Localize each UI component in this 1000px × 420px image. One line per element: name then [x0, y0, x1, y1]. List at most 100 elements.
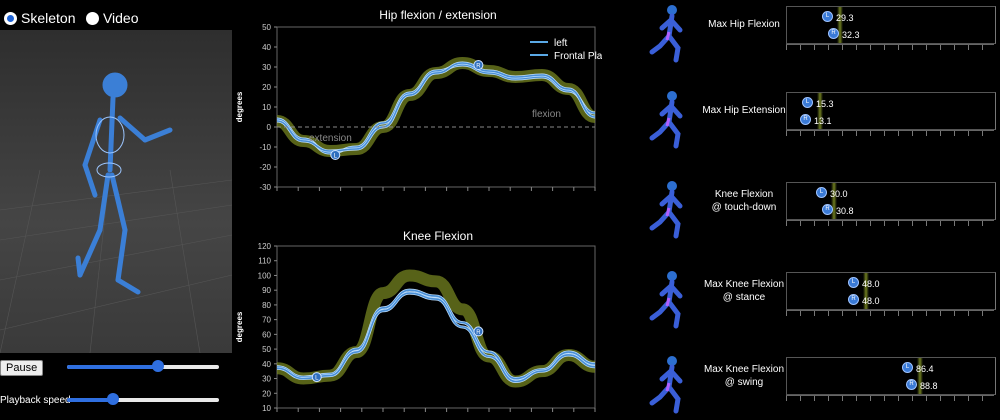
speed-slider-knob[interactable] — [106, 393, 119, 405]
y-tick-label: 120 — [258, 242, 272, 251]
knee-chart: 120 110 100 90 80 70 60 50 40 30 20 10 degrees L R — [235, 242, 596, 413]
metric-axis — [786, 395, 994, 401]
speed-slider-fill — [67, 398, 113, 402]
runner-thumbnail — [648, 353, 688, 415]
y-tick-label: 10 — [262, 103, 271, 112]
skeleton-viewport[interactable] — [0, 30, 233, 354]
metric-normal-band — [831, 183, 837, 219]
metric-left-value: L 30.0 — [816, 184, 848, 202]
metric-value: 30.8 — [836, 206, 854, 216]
metric-range-box — [786, 357, 996, 395]
marker-l-label: L — [315, 376, 319, 382]
y-tick-label: -10 — [259, 143, 271, 152]
right-badge-icon: R — [906, 379, 917, 391]
runner-thumbnail — [648, 88, 688, 150]
video-radio[interactable]: Video — [85, 10, 139, 26]
skeleton-figure-icon — [0, 72, 233, 354]
metric-left-value: L 86.4 — [902, 359, 934, 377]
metric-label-line2: @ touch-down — [711, 202, 777, 213]
runner-thumbnail — [648, 268, 688, 330]
hip-chart-title: Hip flexion / extension — [379, 8, 497, 22]
metric-normal-band — [917, 358, 923, 394]
radio-selected-icon — [4, 11, 17, 25]
metric-label: Max Knee Flexion @ stance — [689, 278, 799, 304]
legend-frontal-plane: Frontal Plane — [554, 51, 602, 62]
y-tick-label: 20 — [262, 389, 271, 398]
metric-value: 48.0 — [862, 296, 880, 306]
metric-label: Max Knee Flexion @ swing — [689, 363, 799, 389]
skeleton-radio[interactable]: Skeleton — [4, 10, 75, 26]
metric-value: 29.3 — [836, 13, 854, 23]
y-tick-label: -20 — [259, 163, 271, 172]
metric-normal-band — [863, 273, 869, 309]
y-tick-label: 90 — [262, 286, 271, 295]
left-badge-icon: L — [816, 187, 827, 199]
right-badge-icon: R — [822, 204, 833, 216]
marker-l — [311, 372, 322, 383]
left-badge-icon: L — [848, 277, 859, 289]
metric-value: 30.0 — [830, 189, 848, 199]
metric-right-value: R 32.3 — [828, 25, 860, 43]
metric-value: 15.3 — [816, 99, 834, 109]
view-mode-group: Skeleton Video — [4, 10, 139, 30]
metric-axis — [786, 130, 994, 136]
runner-thumbnail — [648, 2, 688, 64]
metric-range-box — [786, 6, 996, 44]
metric-axis — [786, 44, 994, 50]
metric-left-value: L 48.0 — [848, 274, 880, 292]
y-tick-label: 110 — [258, 257, 271, 266]
metric-label-line2: @ stance — [722, 292, 766, 303]
metric-label-line1: Knee Flexion — [714, 189, 774, 200]
metric-axis — [786, 220, 994, 226]
metric-value: 48.0 — [862, 279, 880, 289]
metric-value: 32.3 — [842, 30, 860, 40]
metric-right-value: R 48.0 — [848, 291, 880, 309]
metric-label: Knee Flexion @ touch-down — [689, 188, 799, 214]
y-tick-label: 0 — [267, 123, 272, 132]
y-tick-label: 10 — [262, 404, 271, 413]
right-badge-icon: R — [800, 114, 811, 126]
metric-label-line1: Max Hip Flexion — [708, 19, 780, 30]
y-tick-label: 60 — [262, 330, 271, 339]
y-tick-label: 70 — [262, 316, 271, 325]
plot-area — [276, 245, 596, 409]
y-tick-label: 50 — [262, 345, 271, 354]
flexion-annotation: flexion — [532, 109, 561, 120]
video-label: Video — [102, 10, 139, 26]
right-badge-icon: R — [828, 28, 839, 40]
y-tick-label: 30 — [262, 375, 271, 384]
metric-range-box — [786, 272, 996, 310]
radio-unselected-icon — [85, 11, 99, 25]
series-line — [276, 292, 596, 383]
y-axis-label: degrees — [235, 91, 244, 122]
metric-range-box — [786, 182, 996, 220]
metric-label: Max Hip Flexion — [689, 18, 799, 31]
metric-right-value: R 13.1 — [800, 111, 832, 129]
y-tick-label: 30 — [262, 63, 271, 72]
y-tick-label: 40 — [262, 360, 271, 369]
legend-left: left — [554, 38, 568, 49]
metric-label: Max Hip Extension — [689, 104, 799, 117]
y-tick-label: 40 — [262, 43, 271, 52]
left-badge-icon: L — [902, 362, 913, 374]
plot-area — [276, 26, 596, 188]
y-tick-label: -30 — [259, 183, 271, 192]
knee-chart-title: Knee Flexion — [402, 229, 474, 243]
position-slider[interactable] — [67, 360, 219, 372]
metric-left-value: L 15.3 — [802, 94, 834, 112]
position-slider-knob[interactable] — [152, 360, 165, 372]
metric-label-line2: @ swing — [724, 377, 764, 388]
metric-value: 13.1 — [814, 116, 832, 126]
playback-speed-slider[interactable] — [67, 393, 219, 405]
metric-left-value: L 29.3 — [822, 8, 854, 26]
marker-r — [473, 60, 484, 70]
y-tick-label: 50 — [262, 23, 271, 32]
series-line — [276, 62, 596, 152]
y-tick-label: 100 — [258, 271, 272, 280]
metric-value: 86.4 — [916, 364, 934, 374]
metric-value: 88.8 — [920, 381, 938, 391]
metric-axis — [786, 310, 994, 316]
metric-label-line1: Max Knee Flexion — [703, 364, 785, 375]
pause-button[interactable]: Pause — [0, 360, 44, 376]
y-axis-label: degrees — [235, 311, 244, 342]
